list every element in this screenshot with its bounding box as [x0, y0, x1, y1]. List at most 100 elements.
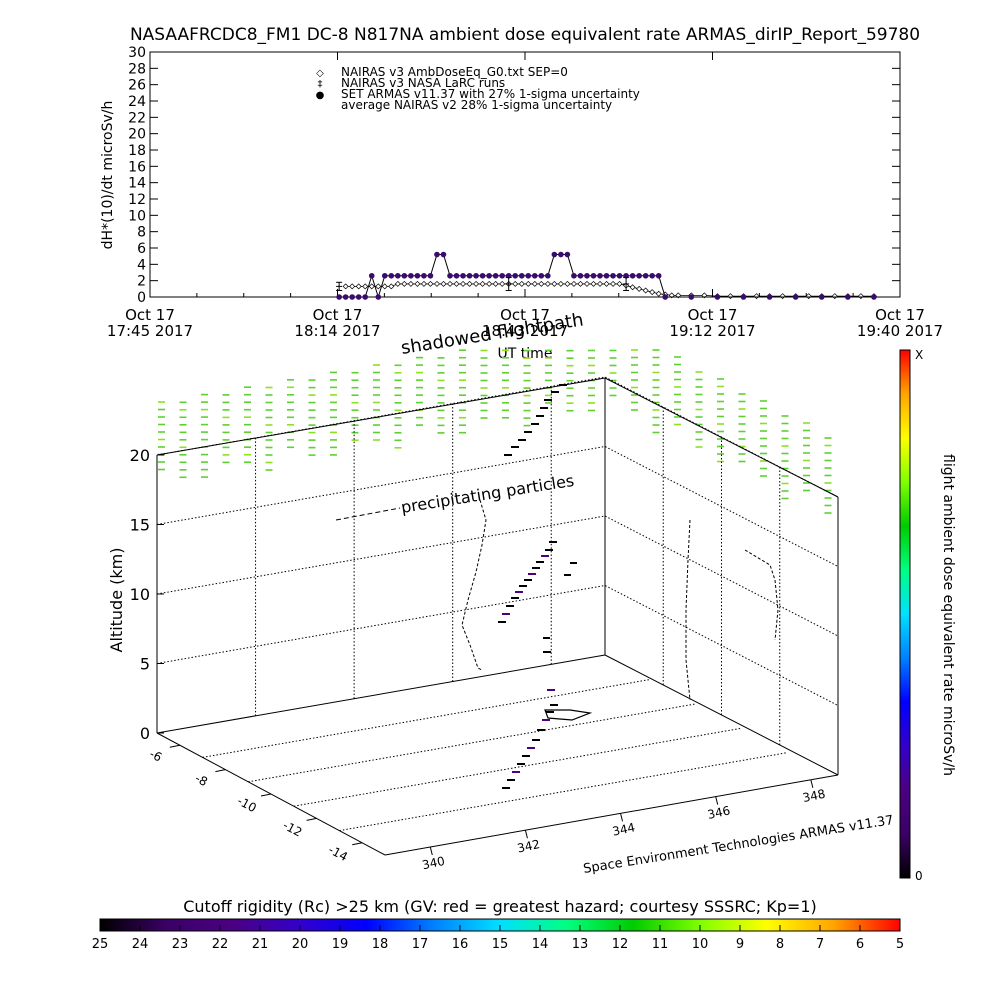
rigidity-colorbar-ticks: 25 24 23 22 21 20 19 18 17 16 15 14 13 12 11 10 9 8 7 6 5: [92, 925, 904, 952]
dose-y-tick-label: 4: [137, 257, 146, 273]
armas-point: [584, 272, 590, 279]
dose-y-tick-label: 24: [128, 94, 146, 110]
nairas-point: [414, 280, 421, 287]
shadow-path-back: [461, 499, 487, 671]
flight-track-loop: [544, 709, 593, 721]
nairas-point: [577, 280, 584, 287]
nairas-point: [453, 280, 460, 287]
nairas-point: [479, 280, 486, 287]
grid-floor-line: [293, 727, 742, 807]
floor-left-tick-label: -12: [281, 818, 305, 840]
nairas-point: [616, 280, 623, 287]
floor-left-tick: [306, 817, 317, 821]
nairas-point: [831, 293, 838, 300]
armas-point: [466, 272, 473, 279]
armas-point: [603, 272, 610, 279]
nairas-point: [857, 293, 864, 300]
dose-y-tick-label: 2: [137, 274, 146, 290]
floor-front-tick: [620, 813, 624, 822]
armas-point: [499, 272, 505, 279]
dose-x-tick-time: 19:40 2017: [857, 322, 943, 340]
nairas-point: [610, 280, 617, 287]
rigidity-colorbar-title: Cutoff rigidity (Rc) >25 km (GV: red = g…: [183, 897, 817, 916]
nairas-point: [440, 280, 447, 287]
dose-x-tick-date: Oct 17: [875, 306, 925, 324]
rigidity-tick-label: 20: [292, 937, 309, 952]
floor-front-tick-label: 346: [706, 803, 731, 821]
armas-point: [616, 272, 623, 279]
floor-front-tick-label: 342: [516, 837, 541, 855]
armas-point: [440, 251, 447, 258]
dose-colorbar-max: X: [915, 348, 923, 362]
floor-left-tick: [169, 744, 180, 748]
rigidity-tick-label: 7: [816, 937, 824, 952]
dose-y-tick-label: 0: [137, 290, 146, 306]
shadow-path-right: [685, 519, 691, 701]
armas-point: [479, 272, 486, 279]
armas-point: [642, 272, 649, 279]
armas-point: [342, 294, 349, 300]
armas-point: [545, 272, 551, 279]
nairas-point: [420, 280, 427, 287]
nairas-point: [629, 284, 636, 291]
nairas-point: [557, 280, 564, 287]
armas-point: [518, 272, 525, 279]
legend-symbol: ‡: [318, 79, 323, 90]
rigidity-tick-label: 14: [532, 937, 549, 952]
dose-y-tick-label: 22: [128, 110, 146, 126]
dose-x-tick-time: 18:43 2017: [482, 322, 568, 340]
nairas-point: [642, 287, 649, 294]
nairas-point: [603, 280, 610, 287]
box-edge-floor-front: [384, 774, 839, 856]
nairas-point: [636, 285, 643, 292]
armas-point: [845, 294, 851, 300]
flight-track: [498, 384, 593, 789]
armas-point: [597, 272, 603, 279]
floor-left-tick: [260, 793, 272, 797]
armas-point: [818, 294, 825, 300]
nairas-point: [538, 280, 545, 287]
dose-x-tick-time: 19:12 2017: [669, 322, 755, 340]
dose-y-tick-label: 18: [128, 143, 146, 159]
armas-point: [551, 251, 558, 258]
larc-point: [505, 276, 512, 291]
figure-title: NASAAFRCDC8_FM1 DC-8 N817NA ambient dose…: [130, 25, 920, 45]
nairas-point: [649, 289, 656, 296]
floor-front-axis: 340 342 344 346 348: [421, 779, 827, 872]
dose-x-tick-time: 18:14 2017: [294, 322, 380, 340]
rigidity-colorbar-panel: Cutoff rigidity (Rc) >25 km (GV: red = g…: [92, 897, 904, 952]
nairas-point: [401, 280, 408, 287]
floor-left-tick: [352, 842, 363, 846]
nairas-point: [544, 280, 551, 287]
rigidity-tick-label: 5: [896, 937, 904, 952]
dose-y-tick-label: 16: [128, 159, 146, 175]
box-edge-bottom-back: [156, 654, 606, 734]
legend-label: NAIRAS v3 AmbDoseEq_G0.txt SEP=0: [341, 65, 568, 79]
armas-point: [538, 272, 545, 279]
nairas-point: [655, 290, 662, 297]
rigidity-tick-label: 11: [652, 937, 669, 952]
dose-colorbar-label: flight ambient dose equivalent rate micr…: [940, 454, 956, 776]
dose-legend: ◇ NAIRAS v3 AmbDoseEq_G0.txt SEP=0 ‡ NAIRAS…: [316, 65, 640, 112]
grid-wall-line: [156, 376, 839, 498]
rigidity-tick-label: 22: [212, 937, 229, 952]
nairas-point: [779, 293, 786, 300]
armas-point: [649, 272, 655, 279]
grid-floor-line: [339, 752, 788, 832]
rigidity-tick-label: 25: [92, 937, 109, 952]
armas-point: [421, 272, 427, 279]
rigidity-tick-label: 9: [736, 937, 744, 952]
plot-grid: [156, 376, 839, 832]
floor-left-tick: [215, 769, 226, 773]
armas-point: [460, 272, 466, 279]
legend-label: NAIRAS v3 NASA LaRC runs: [341, 76, 505, 90]
rigidity-tick-label: 15: [492, 937, 509, 952]
dose-x-tick-date: Oct 17: [125, 306, 175, 324]
nairas-point: [362, 283, 369, 290]
nairas-point: [499, 280, 506, 287]
nairas-point: [355, 283, 362, 290]
dose-y-tick-label: 6: [137, 241, 146, 257]
nairas-point: [668, 292, 675, 299]
nairas-point: [342, 283, 349, 290]
